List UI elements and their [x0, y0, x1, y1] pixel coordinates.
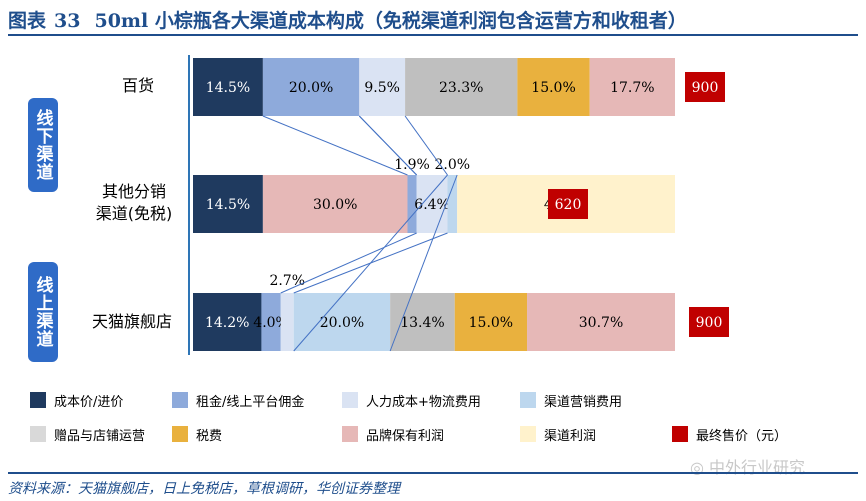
connector-line — [280, 232, 417, 294]
connector-line — [293, 174, 448, 352]
data-label: 15.0% — [469, 315, 513, 331]
legend-swatch — [342, 392, 358, 408]
data-label: 30.0% — [313, 197, 357, 213]
legend-label: 赠品与店铺运营 — [54, 428, 146, 444]
legend-swatch — [672, 426, 688, 442]
row-label-duty-free-line2: 渠道(免税) — [95, 204, 173, 223]
data-label: 4.0% — [253, 315, 289, 331]
bar-segment — [261, 293, 281, 351]
data-label: 15.0% — [531, 80, 575, 96]
data-label: 20.0% — [320, 315, 364, 331]
legend-swatch — [172, 392, 188, 408]
legend-swatch — [520, 426, 536, 442]
bar-segment — [405, 58, 518, 116]
legend-item-final-price: 最终售价（元） — [672, 424, 787, 444]
legend-item-brand-profit: 品牌保有利润 — [342, 424, 444, 444]
row-label-duty-free: 其他分销 渠道(免税) — [78, 181, 190, 225]
data-label: 23.3% — [439, 80, 483, 96]
legend-label: 渠道利润 — [544, 428, 597, 444]
bar-segment — [527, 293, 675, 351]
bar-segment — [447, 175, 458, 233]
final-price-box — [548, 189, 588, 219]
data-label: 30.7% — [579, 315, 623, 331]
legend-swatch — [342, 426, 358, 442]
legend-item-marketing: 渠道营销费用 — [520, 390, 622, 410]
bar-segment — [193, 175, 263, 233]
figure-number: 33 — [54, 10, 81, 32]
bar-segment — [262, 58, 360, 116]
legend-label: 成本价/进价 — [54, 394, 124, 410]
data-label: 20.0% — [289, 80, 333, 96]
legend-item-channel-profit: 渠道利润 — [520, 424, 596, 444]
legend-item-gifts: 赠品与店铺运营 — [30, 424, 145, 444]
data-label: 14.5% — [206, 80, 250, 96]
data-label: 17.7% — [610, 80, 654, 96]
group-badge-offline: 线下渠道 — [28, 98, 58, 192]
bar-segment — [454, 293, 528, 351]
legend-label: 渠道营销费用 — [544, 394, 623, 410]
row-label-duty-free-line1: 其他分销 — [101, 182, 166, 201]
legend-swatch — [520, 392, 536, 408]
bar-segment — [293, 293, 391, 351]
connector-line — [404, 115, 448, 176]
legend-label: 品牌保有利润 — [366, 428, 445, 444]
stacked-bar-chart: 14.5% 20.0% 9.5% 23.3% 15.0% 17.7% 900 14.5% 30.… — [193, 58, 729, 352]
legend-label: 租金/线上平台佣金 — [196, 394, 305, 410]
connector-line — [389, 174, 458, 352]
bar-segment — [280, 293, 294, 351]
legend-swatch — [172, 426, 188, 442]
legend-swatch — [30, 392, 46, 408]
row-label-department-store: 百货 — [121, 76, 154, 95]
title-text: 50ml 小棕瓶各大渠道成本构成（免税渠道利润包含运营方和收租者） — [94, 10, 687, 32]
category-axis-line — [188, 55, 190, 355]
legend-item-cost: 成本价/进价 — [30, 390, 123, 410]
final-price-box — [685, 72, 725, 102]
final-price-label: 620 — [555, 197, 582, 213]
legend-item-tax: 税费 — [172, 424, 222, 444]
connector-line — [262, 115, 408, 176]
final-price-label: 900 — [696, 315, 723, 331]
legend-label: 人力成本+物流费用 — [366, 394, 481, 410]
figure-label: 图表 — [8, 10, 47, 32]
legend-label: 最终售价（元） — [696, 428, 788, 444]
connector-line — [358, 115, 418, 176]
bar-segment — [407, 175, 417, 233]
group-badge-online: 线上渠道 — [28, 262, 58, 362]
data-label: 14.5% — [206, 197, 250, 213]
data-label: 2.7% — [269, 273, 305, 289]
final-price-box — [689, 307, 729, 337]
bar-segment — [193, 293, 262, 351]
data-label: 9.5% — [364, 80, 400, 96]
row-label-tmall: 天猫旗舰店 — [91, 312, 172, 331]
data-label: 13.4% — [400, 315, 444, 331]
legend-label: 税费 — [196, 428, 223, 444]
legend-swatch — [30, 426, 46, 442]
chart-title: 图表 33 50ml 小棕瓶各大渠道成本构成（免税渠道利润包含运营方和收租者） — [8, 6, 858, 36]
data-label: 6.4% — [414, 197, 450, 213]
bar-segment — [517, 58, 590, 116]
bar-segment — [193, 58, 263, 116]
final-price-label: 900 — [692, 80, 719, 96]
legend-item-rent: 租金/线上平台佣金 — [172, 390, 304, 410]
source-note: 资料来源：天猫旗舰店，日上免税店，草根调研，华创证券整理 — [8, 472, 858, 498]
bar-segment — [262, 175, 408, 233]
legend-item-labor: 人力成本+物流费用 — [342, 390, 481, 410]
data-label: 14.2% — [205, 315, 249, 331]
bar-segment — [589, 58, 675, 116]
bar-segment — [359, 58, 406, 116]
